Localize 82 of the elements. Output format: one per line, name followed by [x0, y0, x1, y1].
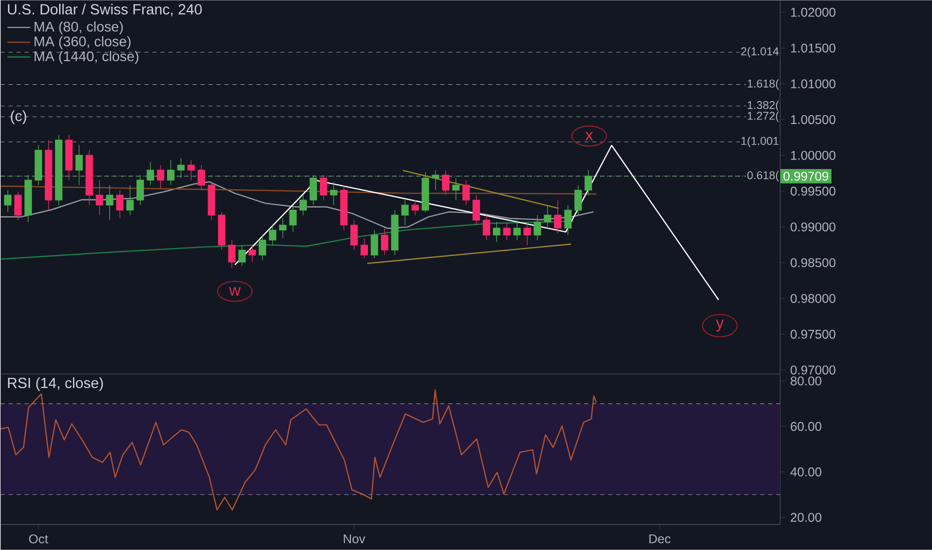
annotation: w — [229, 287, 241, 296]
candlestick — [96, 180, 104, 216]
y-tick-label: 0.99500 — [790, 186, 836, 196]
candlestick — [177, 158, 185, 179]
annotation: 1.272( — [748, 112, 779, 122]
y-tick-label: 60.00 — [790, 422, 822, 431]
y-tick-label: 40.00 — [790, 467, 822, 476]
annotation: y — [716, 320, 724, 332]
candlestick — [472, 194, 480, 226]
candlestick — [462, 180, 470, 206]
candlestick — [289, 204, 297, 232]
candlestick — [320, 174, 328, 200]
candlestick — [452, 178, 460, 200]
candlestick — [513, 220, 521, 240]
candlestick — [65, 134, 73, 181]
candlestick — [564, 204, 572, 236]
candlestick — [208, 182, 216, 221]
y-tick-label: 1.00500 — [791, 115, 836, 124]
legend-label: MA (360, close) — [34, 36, 131, 50]
candlestick — [482, 214, 490, 240]
y-tick-label: 1.02000 — [791, 8, 836, 17]
annotation: 1.618( — [748, 79, 779, 90]
candlestick — [391, 210, 399, 256]
candlestick — [554, 200, 562, 234]
candlestick — [126, 184, 134, 216]
annotation: x — [585, 132, 593, 140]
candlestick — [218, 212, 226, 250]
candlestick — [4, 190, 12, 212]
y-tick-label: 20.00 — [790, 512, 822, 522]
ref-line-label: 1(1.001 — [741, 136, 778, 148]
annotation: (c) — [10, 110, 26, 124]
ref-line-label: 2(1.014 — [741, 47, 779, 58]
candlestick — [380, 228, 388, 256]
y-tick-label: 0.99000 — [790, 222, 836, 232]
x-tick-label: Nov — [344, 534, 366, 544]
candlestick — [238, 244, 246, 266]
candlestick — [360, 238, 368, 258]
y-tick-label: 1.01000 — [791, 79, 836, 88]
candlestick — [167, 160, 174, 186]
candlestick — [534, 214, 542, 240]
chart-title: U.S. Dollar / Swiss Franc, 240 — [8, 4, 202, 16]
candlestick — [524, 222, 531, 246]
candlestick — [401, 200, 409, 226]
annotation: 1.382( — [748, 100, 779, 112]
candlestick — [340, 184, 348, 230]
candlestick — [279, 218, 286, 238]
annotation: 0.618( — [747, 170, 779, 182]
candlestick — [370, 230, 378, 258]
ref-line-label: 0.99709 — [784, 172, 828, 181]
legend-label: MA (80, close) — [34, 21, 123, 34]
candlestick — [268, 224, 276, 246]
legend-label: MA (1440, close) — [34, 51, 138, 64]
candlestick — [44, 140, 52, 210]
candlestick — [299, 194, 307, 216]
x-tick-label: Oct — [29, 534, 48, 544]
candlestick — [86, 150, 93, 206]
candlestick — [14, 192, 22, 221]
y-tick-label: 1.01500 — [791, 44, 836, 53]
candlestick — [258, 234, 266, 260]
candlestick — [503, 222, 511, 240]
candlestick — [350, 220, 358, 250]
candlestick — [574, 184, 582, 216]
chart-title: RSI (14, close) — [8, 377, 103, 392]
y-tick-label: 0.97500 — [790, 330, 836, 339]
y-tick-label: 0.98000 — [790, 294, 836, 303]
y-tick-label: 0.97000 — [790, 366, 836, 375]
x-tick-label: Dec — [649, 534, 671, 544]
y-tick-label: 0.98500 — [790, 258, 836, 268]
y-tick-label: 1.00000 — [791, 150, 836, 160]
candlestick — [411, 200, 419, 216]
candlestick — [156, 164, 164, 189]
candlestick — [492, 222, 500, 242]
candlestick — [106, 184, 114, 221]
candlestick — [442, 170, 450, 196]
candlestick — [198, 164, 206, 191]
candlestick — [330, 182, 338, 206]
candlestick — [544, 204, 552, 228]
candlestick — [116, 190, 124, 219]
candlestick — [228, 240, 236, 268]
candlestick — [248, 244, 256, 262]
candlestick — [187, 160, 195, 181]
y-tick-label: 80.00 — [790, 376, 822, 386]
